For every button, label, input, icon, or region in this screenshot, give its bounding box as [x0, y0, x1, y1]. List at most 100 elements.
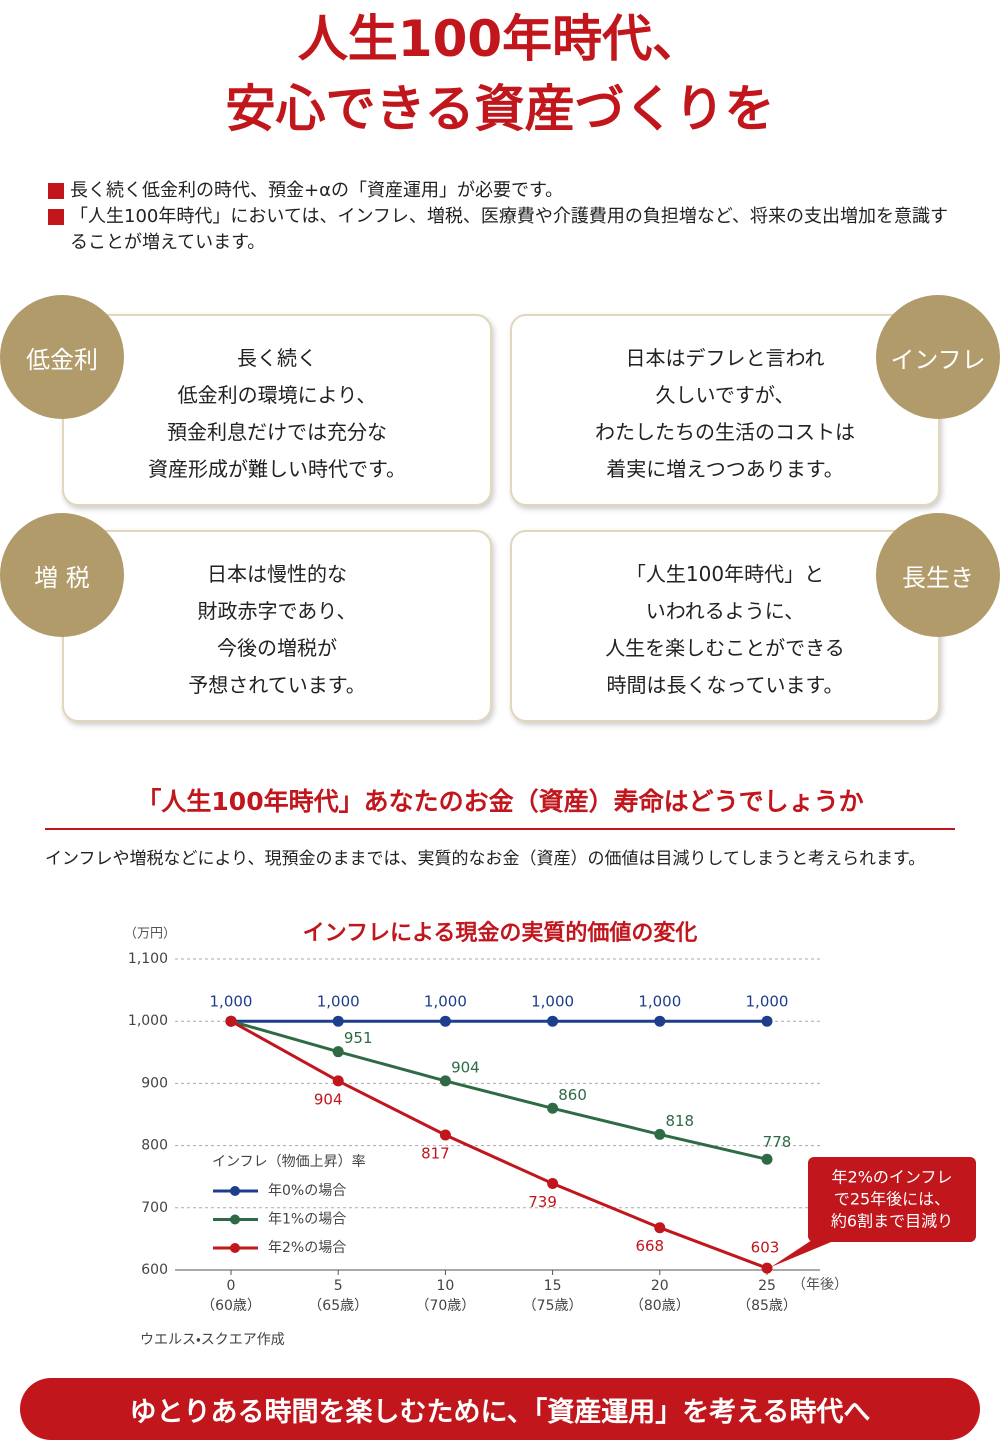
annotation-text: 年2%のインフレ	[832, 1168, 953, 1187]
card-text: 低金利の環境により、	[177, 383, 377, 407]
legend-label: 年2%の場合	[268, 1240, 346, 1256]
value-label: 1,000	[210, 993, 253, 1011]
card-text: 今後の増税が	[217, 636, 337, 660]
card-text: 日本は慢性的な	[207, 562, 347, 586]
value-label: 1,000	[638, 993, 681, 1011]
annotation-text: 約6割まで目減り	[831, 1212, 953, 1231]
value-label: 1,000	[531, 993, 574, 1011]
value-label: 739	[528, 1193, 557, 1211]
data-point	[439, 1075, 451, 1087]
y-tick-label: 700	[141, 1200, 168, 1216]
x-sublabel: （75歳）	[523, 1298, 583, 1314]
value-label: 860	[558, 1086, 587, 1104]
data-point	[761, 1262, 773, 1274]
annotation-pointer	[771, 1240, 836, 1267]
x-tick-label: 15	[544, 1278, 562, 1294]
card-text: 預金利息だけでは充分な	[167, 420, 387, 444]
badge: 低金利	[0, 295, 124, 419]
x-sublabel: （65歳）	[308, 1298, 368, 1314]
legend-label: 年0%の場合	[268, 1183, 346, 1199]
legend-title: インフレ（物価上昇）率	[212, 1154, 366, 1170]
value-label: 904	[314, 1090, 343, 1108]
data-point	[761, 1015, 773, 1027]
section-heading: 「人生100年時代」あなたのお金（資産）寿命はどうでしょうか	[136, 787, 864, 816]
value-label: 817	[421, 1145, 450, 1163]
series-line	[230, 1019, 768, 1161]
data-point	[547, 1102, 559, 1114]
y-tick-label: 600	[141, 1262, 168, 1278]
legend-dot	[230, 1214, 240, 1225]
card-text: 「人生100年時代」と	[625, 562, 825, 586]
x-unit: （年後）	[792, 1277, 848, 1293]
badge: インフレ	[876, 295, 1000, 419]
data-point	[654, 1222, 666, 1234]
title-line: 人生100年時代、	[297, 10, 703, 68]
value-label: 818	[665, 1112, 694, 1130]
card-text: 日本はデフレと言われ	[625, 346, 825, 370]
value-label: 1,000	[424, 993, 467, 1011]
badge: 増 税	[0, 513, 124, 637]
divider	[45, 828, 955, 830]
x-tick-label: 0	[227, 1278, 236, 1294]
legend-label: 年1%の場合	[268, 1212, 346, 1228]
legend-dot	[230, 1243, 240, 1253]
card-text: 時間は長くなっています。	[606, 673, 844, 697]
data-point	[654, 1128, 666, 1140]
chart: インフレによる現金の実質的価値の変化 （万円） （年後） 600 700 800 900 1,…	[124, 920, 976, 1348]
bullet: 長く続く低金利の時代、預金+αの「資産運用」が必要です。	[48, 178, 958, 204]
x-sublabel: （80歳）	[630, 1298, 690, 1314]
card-text: 予想されています。	[188, 673, 366, 697]
value-label: 668	[635, 1237, 664, 1255]
data-point	[761, 1153, 773, 1165]
x-tick-label: 20	[651, 1278, 669, 1294]
source: ウエルス・スクエア作成	[140, 1332, 285, 1348]
bullet-list: 長く続く低金利の時代、預金+αの「資産運用」が必要です。 「人生100年時代」に…	[48, 178, 958, 256]
data-point	[332, 1015, 344, 1027]
data-point	[547, 1015, 559, 1027]
card-text: 人生を楽しむことができる	[605, 636, 845, 660]
card-text: 久しいですが、	[655, 383, 795, 407]
data-point	[547, 1178, 559, 1190]
bullet: 「人生100年時代」においては、インフレ、増税、医療費や介護費用の負担増など、将…	[48, 204, 958, 256]
section-text: インフレや増税などにより、現預金のままでは、実質的なお金（資産）の価値は目減りし…	[45, 849, 926, 869]
y-tick-label: 800	[141, 1138, 168, 1154]
card-text: 着実に増えつつあります。	[606, 457, 844, 481]
x-tick-label: 10	[436, 1278, 454, 1294]
value-label: 951	[344, 1029, 373, 1047]
data-point	[225, 1015, 237, 1027]
data-point	[439, 1129, 451, 1141]
annotation-text: で25年後には、	[834, 1190, 950, 1209]
data-point	[332, 1075, 344, 1087]
x-tick-label: 5	[334, 1278, 343, 1294]
x-sublabel: （60歳）	[201, 1298, 261, 1314]
card-text: 財政赤字であり、	[197, 599, 357, 623]
series-line	[230, 1019, 768, 1270]
x-sublabel: （85歳）	[737, 1298, 797, 1314]
x-sublabel: （70歳）	[415, 1298, 475, 1314]
x-tick-label: 25	[758, 1278, 776, 1294]
value-label: 778	[763, 1133, 792, 1151]
annotation-box	[808, 1157, 976, 1242]
card: 長く続く低金利の環境により、 預金利息だけでは充分な 資産形成が難しい時代です。	[62, 314, 492, 506]
chart-title: インフレによる現金の実質的価値の変化	[303, 920, 698, 946]
card-text: いわれるように、	[645, 599, 805, 623]
y-unit: （万円）	[124, 927, 176, 942]
value-label: 1,000	[317, 993, 360, 1011]
card-text: わたしたちの生活のコストは	[595, 420, 855, 444]
card-text: 資産形成が難しい時代です。	[148, 457, 406, 481]
card-text: 長く続く	[237, 346, 317, 370]
y-tick-label: 1,000	[128, 1013, 168, 1029]
card: 「人生100年時代」と いわれるように、人生を楽しむことができる 時間は長くなってい…	[510, 530, 940, 722]
data-point	[654, 1015, 666, 1027]
card: 日本は慢性的な 財政赤字であり、 今後の増税が予想されています。	[62, 530, 492, 722]
value-label: 603	[751, 1239, 780, 1257]
title-line: 安心できる資産づくりを	[225, 80, 775, 138]
badge: 長生き	[876, 513, 1000, 637]
card: 日本はデフレと言われ 久しいですが、わたしたちの生活のコストは 着実に増えつつありま…	[510, 314, 940, 506]
value-label: 1,000	[746, 993, 789, 1011]
legend-dot	[230, 1186, 240, 1196]
value-label: 904	[451, 1058, 480, 1076]
data-point	[439, 1015, 451, 1027]
y-tick-label: 1,100	[128, 951, 168, 967]
